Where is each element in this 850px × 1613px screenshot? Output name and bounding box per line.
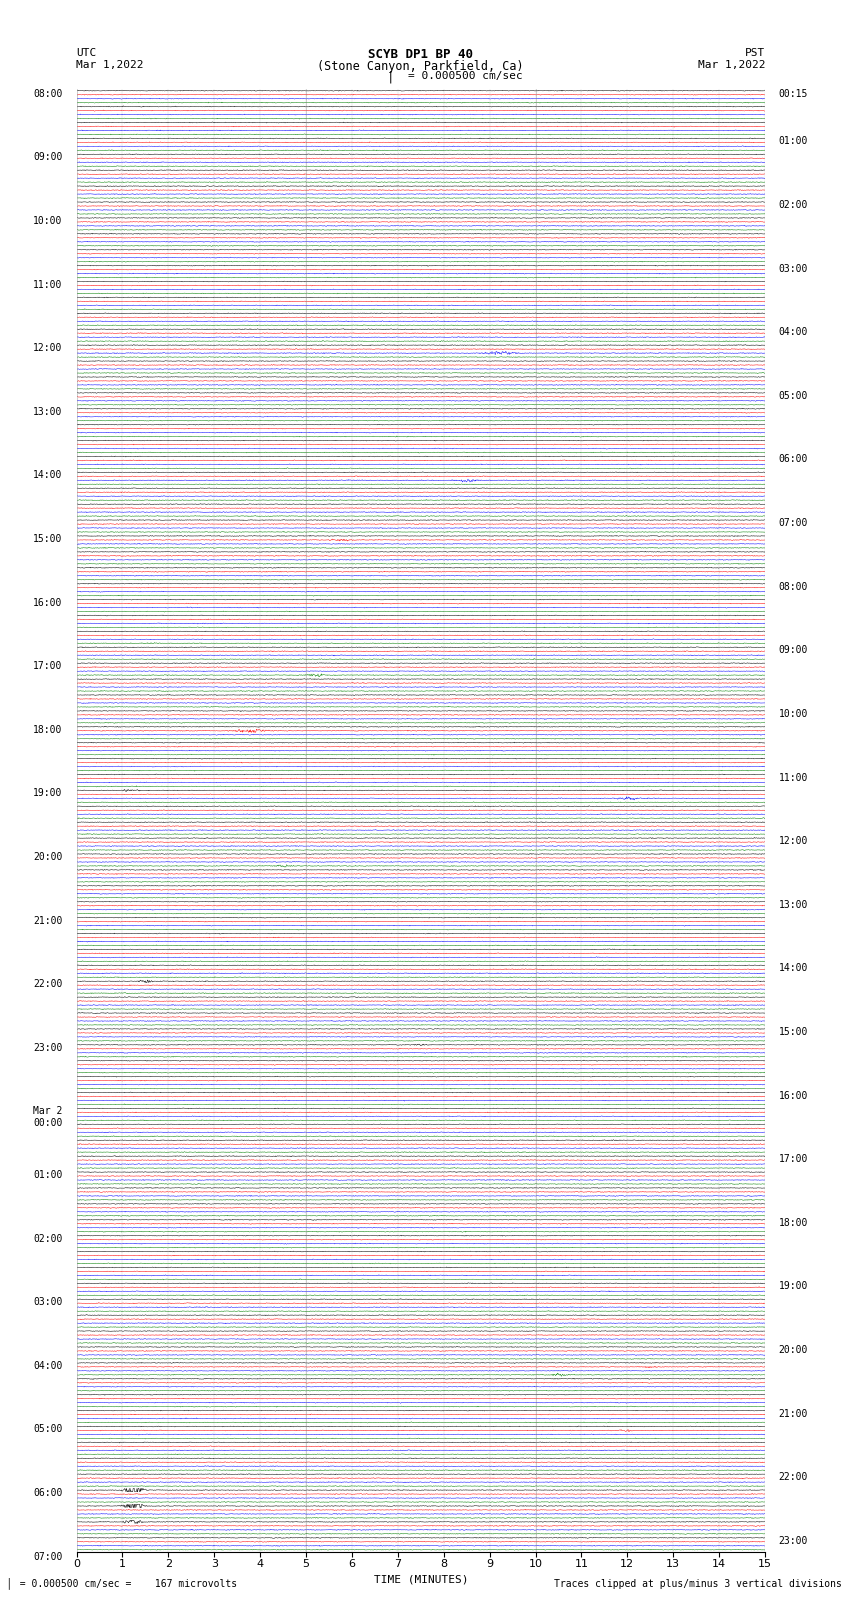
Text: 15:00: 15:00	[33, 534, 63, 544]
Text: UTC: UTC	[76, 48, 97, 58]
Text: 07:00: 07:00	[33, 1552, 63, 1561]
Text: 20:00: 20:00	[33, 852, 63, 861]
Text: Traces clipped at plus/minus 3 vertical divisions: Traces clipped at plus/minus 3 vertical …	[553, 1579, 842, 1589]
Text: SCYB DP1 BP 40: SCYB DP1 BP 40	[368, 48, 473, 61]
Text: 08:00: 08:00	[33, 89, 63, 98]
Text: 19:00: 19:00	[779, 1281, 808, 1292]
Text: 14:00: 14:00	[33, 471, 63, 481]
Text: 16:00: 16:00	[779, 1090, 808, 1100]
Text: 11:00: 11:00	[33, 279, 63, 290]
Text: 02:00: 02:00	[779, 200, 808, 210]
Text: 01:00: 01:00	[33, 1169, 63, 1181]
Text: (Stone Canyon, Parkfield, Ca): (Stone Canyon, Parkfield, Ca)	[317, 60, 524, 73]
Text: 00:15: 00:15	[779, 89, 808, 98]
X-axis label: TIME (MINUTES): TIME (MINUTES)	[373, 1574, 468, 1586]
Text: 10:00: 10:00	[779, 708, 808, 719]
Text: 12:00: 12:00	[33, 344, 63, 353]
Text: PST: PST	[745, 48, 765, 58]
Text: 11:00: 11:00	[779, 773, 808, 782]
Text: 03:00: 03:00	[33, 1297, 63, 1307]
Text: 04:00: 04:00	[779, 327, 808, 337]
Text: 06:00: 06:00	[33, 1489, 63, 1498]
Text: 06:00: 06:00	[779, 455, 808, 465]
Text: 21:00: 21:00	[779, 1408, 808, 1418]
Text: 10:00: 10:00	[33, 216, 63, 226]
Text: Mar 1,2022: Mar 1,2022	[698, 60, 765, 69]
Text: 23:00: 23:00	[779, 1536, 808, 1545]
Text: 02:00: 02:00	[33, 1234, 63, 1244]
Text: 21:00: 21:00	[33, 916, 63, 926]
Text: 09:00: 09:00	[33, 152, 63, 163]
Text: 05:00: 05:00	[33, 1424, 63, 1434]
Text: 22:00: 22:00	[33, 979, 63, 989]
Text: 03:00: 03:00	[779, 263, 808, 274]
Text: 20:00: 20:00	[779, 1345, 808, 1355]
Text: 15:00: 15:00	[779, 1027, 808, 1037]
Text: |: |	[388, 71, 394, 84]
Text: Mar 1,2022: Mar 1,2022	[76, 60, 144, 69]
Text: 14:00: 14:00	[779, 963, 808, 973]
Text: 18:00: 18:00	[33, 724, 63, 736]
Text: 12:00: 12:00	[779, 836, 808, 847]
Text: ▏ = 0.000500 cm/sec =    167 microvolts: ▏ = 0.000500 cm/sec = 167 microvolts	[8, 1578, 238, 1589]
Text: 13:00: 13:00	[33, 406, 63, 416]
Text: 13:00: 13:00	[779, 900, 808, 910]
Text: 18:00: 18:00	[779, 1218, 808, 1227]
Text: 07:00: 07:00	[779, 518, 808, 527]
Text: 05:00: 05:00	[779, 390, 808, 402]
Text: 22:00: 22:00	[779, 1473, 808, 1482]
Text: 23:00: 23:00	[33, 1044, 63, 1053]
Text: 17:00: 17:00	[33, 661, 63, 671]
Text: 17:00: 17:00	[779, 1155, 808, 1165]
Text: 19:00: 19:00	[33, 789, 63, 798]
Text: 16:00: 16:00	[33, 597, 63, 608]
Text: 08:00: 08:00	[779, 582, 808, 592]
Text: 04:00: 04:00	[33, 1361, 63, 1371]
Text: 01:00: 01:00	[779, 137, 808, 147]
Text: Mar 2
00:00: Mar 2 00:00	[33, 1107, 63, 1127]
Text: = 0.000500 cm/sec: = 0.000500 cm/sec	[408, 71, 523, 81]
Text: 09:00: 09:00	[779, 645, 808, 655]
